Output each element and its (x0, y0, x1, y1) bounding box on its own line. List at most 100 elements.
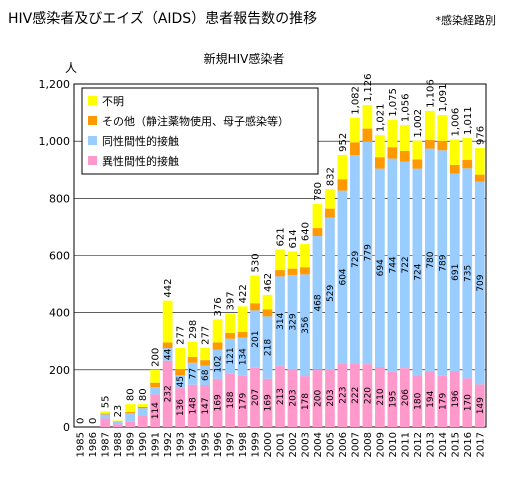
bar-segment (412, 375, 423, 427)
x-tick-label: 2013 (425, 432, 436, 457)
bar-segment (437, 150, 448, 376)
bar-segment (300, 244, 310, 268)
y-tick-label: 600 (49, 250, 70, 263)
bar-segment (375, 168, 385, 367)
bar-segment (287, 268, 298, 275)
bar-segment (187, 384, 198, 427)
bar-segment (337, 154, 348, 180)
bar-segment (250, 367, 260, 427)
segment-label: 179 (438, 393, 448, 410)
segment-label: 356 (301, 316, 311, 333)
segment-label: 200 (313, 390, 323, 407)
bar-segment (387, 147, 398, 159)
bar-segment (325, 368, 335, 427)
bar-segment (125, 413, 136, 422)
segment-label: 45 (176, 376, 186, 387)
bar-segment (474, 384, 485, 427)
segment-label: 170 (463, 394, 473, 411)
x-tick-label: 1988 (113, 432, 124, 457)
bar-segment (362, 105, 373, 129)
x-tick-label: 2017 (475, 432, 486, 457)
legend-entry: 不明 (102, 95, 124, 108)
bar-segment (212, 349, 223, 379)
bar-segment (150, 382, 161, 387)
segment-label: 329 (288, 313, 298, 330)
y-axis-unit-label: 人 (65, 61, 77, 75)
segment-label: 134 (239, 348, 249, 365)
y-tick-label: 0 (63, 421, 70, 434)
bar-segment (175, 388, 185, 427)
segment-label: 179 (239, 393, 249, 410)
total-label: 376 (213, 297, 224, 316)
bar-segment (212, 342, 223, 350)
bar-segment (237, 331, 248, 338)
x-tick-label: 1997 (226, 432, 237, 457)
legend-swatch (88, 96, 97, 105)
bar-segment (424, 371, 435, 427)
bar-segment (125, 404, 136, 412)
legend-swatch (88, 136, 97, 145)
total-label: 23 (113, 405, 124, 418)
segment-label: 178 (301, 393, 311, 410)
legend-entry: 異性間性的接触 (102, 154, 179, 168)
x-tick-label: 1993 (176, 432, 187, 457)
bar-segment (262, 378, 273, 427)
bar-segment (437, 115, 448, 141)
bar-segment (350, 117, 360, 143)
bar-segment (150, 369, 161, 383)
bar-segment (187, 341, 198, 357)
segment-label: 136 (176, 399, 186, 416)
bar-segment (212, 319, 223, 343)
total-label: 0 (76, 418, 87, 424)
bar-segment (462, 168, 473, 379)
bar-segment (287, 274, 298, 369)
route-note: *感染経路別 (435, 14, 497, 27)
bar-segment (162, 300, 173, 343)
y-tick-label: 1,000 (39, 135, 71, 148)
bar-segment (200, 384, 210, 427)
x-tick-label: 2005 (325, 432, 336, 457)
total-label: 1,021 (375, 104, 386, 133)
x-tick-label: 1994 (188, 432, 199, 457)
segment-label: 468 (313, 294, 323, 311)
x-tick-label: 2014 (438, 432, 449, 457)
bar-segment (225, 373, 235, 427)
bar-segment (287, 368, 298, 427)
x-tick-label: 2012 (413, 432, 424, 457)
total-label: 200 (151, 348, 162, 367)
bar-segment (449, 139, 460, 165)
x-tick-label: 2006 (338, 432, 349, 457)
bar-segment (112, 421, 123, 425)
segment-label: 744 (388, 256, 398, 273)
y-tick-label: 800 (49, 192, 70, 205)
bar-segment (275, 276, 285, 367)
segment-label: 114 (151, 402, 161, 419)
bar-segment (387, 371, 398, 427)
bar-segment (137, 408, 148, 416)
bar-segment (262, 316, 273, 379)
segment-label: 724 (413, 263, 423, 280)
y-tick-label: 400 (49, 307, 70, 320)
total-label: 1,011 (463, 106, 474, 135)
bar-segment (412, 140, 423, 160)
segment-label: 529 (326, 285, 336, 302)
legend-entry: 同性間性的接触 (102, 134, 179, 148)
bar-segment (362, 364, 373, 427)
bar-segment (449, 370, 460, 427)
bar-segment (474, 181, 485, 385)
bar-segment (225, 338, 235, 374)
bar-segment (200, 365, 210, 385)
bar-segment (137, 406, 148, 409)
total-label: 422 (238, 284, 249, 303)
x-tick-label: 2007 (350, 432, 361, 457)
legend-swatch (88, 116, 97, 125)
bar-segment (125, 411, 136, 414)
x-tick-label: 2010 (388, 432, 399, 457)
x-tick-label: 1998 (238, 432, 249, 457)
bar-segment (325, 189, 335, 209)
segment-label: 789 (438, 254, 448, 271)
x-tick-label: 1989 (126, 432, 137, 457)
bar-segment (312, 204, 323, 229)
segment-label: 121 (226, 347, 236, 364)
segment-label: 314 (276, 312, 286, 329)
